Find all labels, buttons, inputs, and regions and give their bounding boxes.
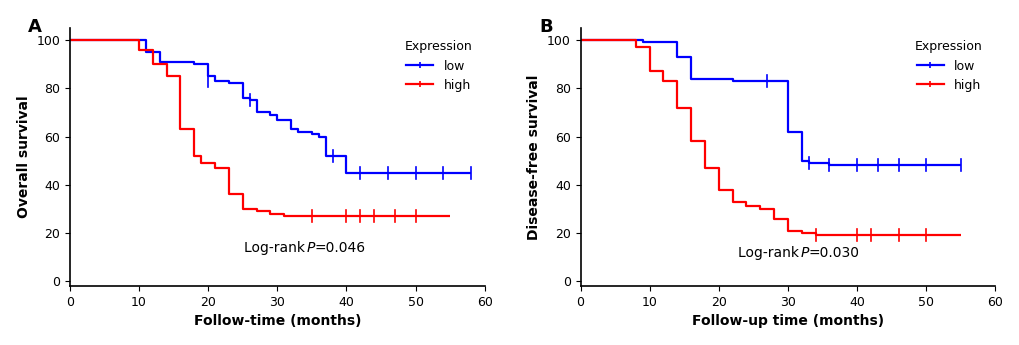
Legend: low, high: low, high <box>397 34 478 98</box>
X-axis label: Follow-time (months): Follow-time (months) <box>194 314 361 328</box>
Text: =0.030: =0.030 <box>808 246 859 260</box>
Y-axis label: Disease-free survival: Disease-free survival <box>527 74 541 240</box>
Y-axis label: Overall survival: Overall survival <box>16 96 31 218</box>
Text: A: A <box>29 18 42 36</box>
X-axis label: Follow-up time (months): Follow-up time (months) <box>691 314 883 328</box>
Text: P: P <box>800 246 808 260</box>
Text: Log-rank: Log-rank <box>244 241 309 255</box>
Text: =0.046: =0.046 <box>315 241 366 255</box>
Text: B: B <box>538 18 552 36</box>
Text: Log-rank: Log-rank <box>738 246 803 260</box>
Legend: low, high: low, high <box>908 34 988 98</box>
Text: P: P <box>307 241 315 255</box>
